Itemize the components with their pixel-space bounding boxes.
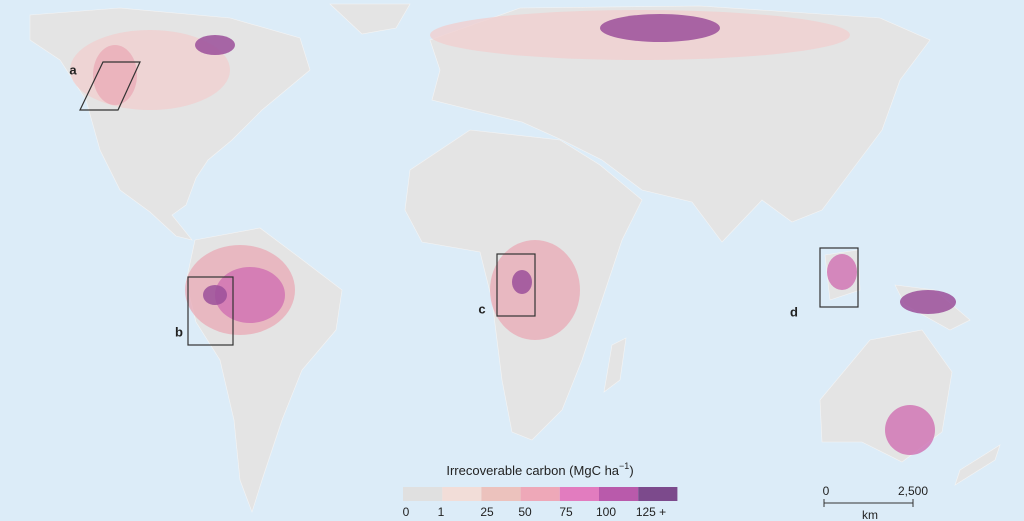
carbon-area — [203, 285, 227, 305]
panel-label: b — [175, 324, 183, 339]
legend-label: 50 — [518, 505, 532, 519]
legend-swatch — [559, 487, 599, 501]
carbon-area — [93, 45, 137, 105]
panel-box — [187, 276, 234, 346]
legend-swatch — [638, 487, 678, 501]
eurasia — [429, 5, 931, 243]
panel-label: d — [790, 304, 798, 319]
panel-label: a — [69, 62, 77, 77]
legend-swatch — [520, 487, 560, 501]
legend-swatch — [599, 487, 639, 501]
legend-label: 25 — [480, 505, 494, 519]
legend-title: Irrecoverable carbon (MgC ha−1) — [446, 461, 633, 478]
carbon-area — [827, 254, 857, 290]
panel-label: c — [478, 301, 485, 316]
legend-label: 125 + — [636, 505, 666, 519]
scale-start: 0 — [823, 484, 830, 498]
legend-swatch — [442, 487, 482, 501]
scale-bar: 0 2,500 km — [823, 484, 929, 521]
legend: 0 1 25 50 75 100 125 + — [403, 487, 678, 519]
legend-label: 1 — [438, 505, 445, 519]
carbon-overlay — [70, 10, 956, 455]
legend-title-superscript: −1 — [619, 461, 629, 471]
legend-label: 0 — [403, 505, 410, 519]
new-zealand — [954, 444, 1001, 486]
panel-box — [79, 61, 141, 111]
greenland — [329, 3, 411, 35]
legend-label: 75 — [559, 505, 573, 519]
carbon-area — [900, 290, 956, 314]
legend-title-text: Irrecoverable carbon (MgC ha — [446, 463, 619, 478]
panel-box — [819, 247, 859, 308]
scale-end: 2,500 — [898, 484, 928, 498]
legend-swatch — [403, 487, 443, 501]
carbon-area — [512, 270, 532, 294]
australia — [819, 329, 953, 463]
panel-boxes — [79, 61, 859, 346]
legend-title-suffix: ) — [629, 463, 633, 478]
carbon-area — [195, 35, 235, 55]
carbon-area — [600, 14, 720, 42]
carbon-area — [885, 405, 935, 455]
legend-label: 100 — [596, 505, 616, 519]
madagascar — [603, 337, 627, 393]
panel-box — [496, 253, 536, 317]
legend-swatch — [481, 487, 521, 501]
scale-unit: km — [862, 508, 878, 521]
